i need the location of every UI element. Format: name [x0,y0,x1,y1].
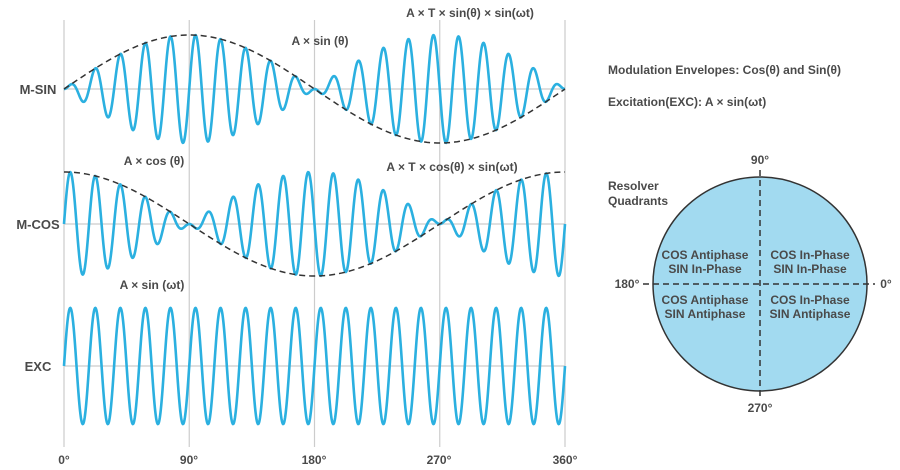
legend-envelopes: Modulation Envelopes: Cos(θ) and Sin(θ) [608,63,841,77]
row-label-exc: EXC [25,359,52,374]
msin-signal-label: A × T × sin(θ) × sin(ωt) [406,6,534,20]
x-tick-label: 270° [427,453,452,467]
quadrant-3-label: COS Antiphase [662,293,749,307]
quadrant-4-label: COS In-Phase [770,293,850,307]
quadrant-2-label: COS Antiphase [662,248,749,262]
x-tick-label: 180° [302,453,327,467]
signal-m-sin [63,33,566,145]
signal-exc [62,306,567,426]
exc-signal-label: A × sin (ωt) [120,278,185,292]
x-tick-label: 360° [553,453,578,467]
angle-90: 90° [751,153,769,167]
signal-m-cos [62,170,567,278]
plots [62,33,567,426]
quadrant-1-label: SIN In-Phase [773,262,847,276]
quadrant-4-label: SIN Antiphase [770,307,851,321]
x-tick-label: 90° [180,453,198,467]
angle-180: 180° [615,277,640,291]
quadrant-1-label: COS In-Phase [770,248,850,262]
envelope-m-cos [63,171,566,277]
legend-excitation: Excitation(EXC): A × sin(ωt) [608,95,766,109]
quadrants-title: Quadrants [608,194,668,208]
msin-envelope-label: A × sin (θ) [291,34,348,48]
quadrant-2-label: SIN In-Phase [668,262,742,276]
mcos-envelope-label: A × cos (θ) [124,154,184,168]
angle-270: 270° [748,401,773,415]
mcos-signal-label: A × T × cos(θ) × sin(ωt) [386,160,517,174]
angle-0: 0° [880,277,892,291]
quadrants-title: Resolver [608,179,659,193]
x-tick-label: 0° [58,453,70,467]
row-label-mcos: M-COS [16,217,60,232]
quadrant-3-label: SIN Antiphase [665,307,746,321]
row-label-msin: M-SIN [20,82,57,97]
